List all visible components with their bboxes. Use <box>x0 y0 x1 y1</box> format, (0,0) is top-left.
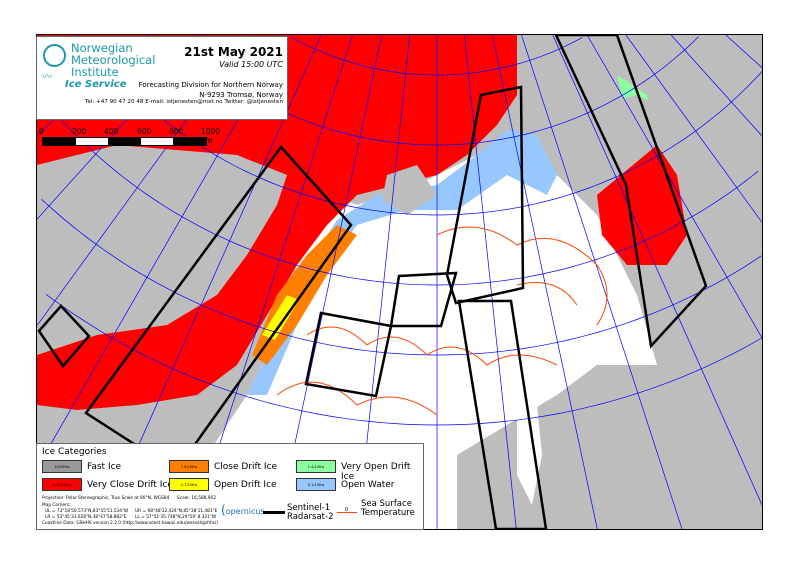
sst-line-icon <box>337 512 357 513</box>
legend-title: Ice Categories <box>42 447 107 457</box>
met-logo-wave-icon: 〰 <box>42 72 52 83</box>
division-info: Forecasting Division for Northern Norway… <box>138 81 283 99</box>
legend-label: Open Water <box>341 480 395 490</box>
coastline-text: Coastline Data: GSHHS version 2.2.0 (htt… <box>42 521 219 526</box>
corners-title: Map Corners: <box>42 503 71 508</box>
legend-panel: Ice Categories 10/10ths Fast Ice 9-10/10… <box>36 443 424 530</box>
valid-time: Valid 15:00 UTC <box>219 60 283 69</box>
swatch-fast-ice: 10/10ths <box>42 460 82 473</box>
met-logo-circle-icon <box>43 44 66 67</box>
swatch-open-drift-ice: 4-7/10ths <box>169 478 209 491</box>
meridian-line <box>586 35 762 339</box>
institute-name: Norwegian Meteorological Institute <box>71 41 156 79</box>
meridian-line <box>521 35 683 529</box>
meridian-line <box>463 35 517 529</box>
meridian-line <box>625 35 762 223</box>
parallel-line <box>85 39 762 216</box>
sst-legend-label: Sea Surface Temperature <box>361 499 415 518</box>
legend-label: Very Close Drift Ice <box>87 480 173 490</box>
corner-ul: UL = 73°18'50.573"N,83°55'51.534"W <box>45 509 129 514</box>
scale-bar-segments <box>42 137 207 146</box>
map-canvas <box>37 35 762 529</box>
swatch-close-drift-ice: 7-9/10ths <box>169 460 209 473</box>
corner-ll: LL = 57°51'35.748"N,29°59' 8.321"W <box>135 515 217 520</box>
swath-legend-label: Sentinel-1 Radarsat-2 <box>287 503 334 522</box>
land-kola <box>537 95 677 165</box>
scale-label: 800 <box>169 127 184 136</box>
scale-label: 600 <box>137 127 152 136</box>
parallel-line <box>45 293 762 426</box>
sst-contours <box>276 226 608 416</box>
meridian-line <box>552 35 762 506</box>
header-panel: 〰 Norwegian Meteorological Institute Ice… <box>36 36 288 120</box>
scale-text: Scale: 16,588,902 <box>177 496 216 501</box>
copernicus-logo: (opernicus <box>221 503 265 517</box>
scale-label: 0 <box>39 127 44 136</box>
open-water-zone <box>247 130 557 395</box>
corner-ur: UR = 68°48'32.424"N,85°38'11.481"E <box>135 509 218 514</box>
land-island <box>517 405 542 505</box>
legend-label: Open Drift Ice <box>214 480 277 490</box>
scale-label: 200 <box>72 127 87 136</box>
meridian-line <box>670 35 762 137</box>
scale-label: 400 <box>104 127 119 136</box>
contact-info: Tel: +47 90 47 20 48 E-mail: istjenesten… <box>84 99 283 105</box>
legend-label: Fast Ice <box>87 462 122 472</box>
legend-label: Close Drift Ice <box>214 462 278 472</box>
projection-text: Projection: Polar Stereographic, True Sc… <box>42 496 170 501</box>
service-name: Ice Service <box>65 79 127 90</box>
swath-line-icon <box>263 511 285 514</box>
swatch-open-water: 0-1/10ths <box>296 478 336 491</box>
scale-label: 1000 km <box>201 127 221 145</box>
meridian-line <box>725 35 762 69</box>
parallel-line <box>40 95 759 286</box>
very-close-drift-ice <box>37 35 517 410</box>
chart-date: 21st May 2021 <box>184 45 283 59</box>
swatch-very-close-drift-ice: 9-10/10ths <box>42 478 82 491</box>
corner-lr: LR = 53°45'33.028"N,38°47'58.882"E <box>45 515 127 520</box>
swatch-very-open-drift-ice: 1-4/10ths <box>296 460 336 473</box>
scale-bar: 0 200 400 600 800 1000 km <box>39 127 220 146</box>
very-close-drift-ice-east <box>597 145 687 265</box>
sst-marker: 0 <box>345 507 349 513</box>
legend-label: Very Open Drift Ice <box>341 462 411 482</box>
open-drift-ice <box>262 295 299 340</box>
parallel-line <box>291 37 583 76</box>
land-svalbard <box>382 165 437 215</box>
